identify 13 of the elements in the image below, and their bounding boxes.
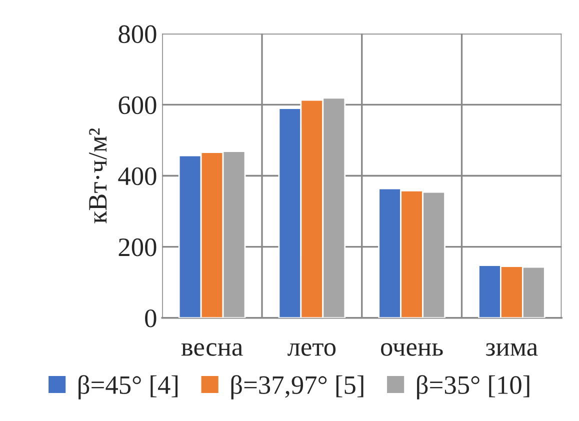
y-tick-label: 200 <box>118 238 156 256</box>
legend-label: β=35° [10] <box>417 375 530 400</box>
y-tick-label: 600 <box>118 96 156 114</box>
x-tick-label: зима <box>486 343 538 356</box>
x-tick-label: весна <box>181 343 243 356</box>
y-tick-label: 800 <box>118 25 156 44</box>
legend-label: β=45° [4] <box>78 375 178 400</box>
y-axis-title: кВт·ч/м² <box>89 128 107 224</box>
y-tick-label: 400 <box>118 167 156 186</box>
y-tick-label: 0 <box>145 309 156 328</box>
legend-label: β=37,97° [5] <box>231 375 364 400</box>
x-tick-label: лето <box>288 343 336 356</box>
x-tick-label: очень <box>380 343 443 356</box>
